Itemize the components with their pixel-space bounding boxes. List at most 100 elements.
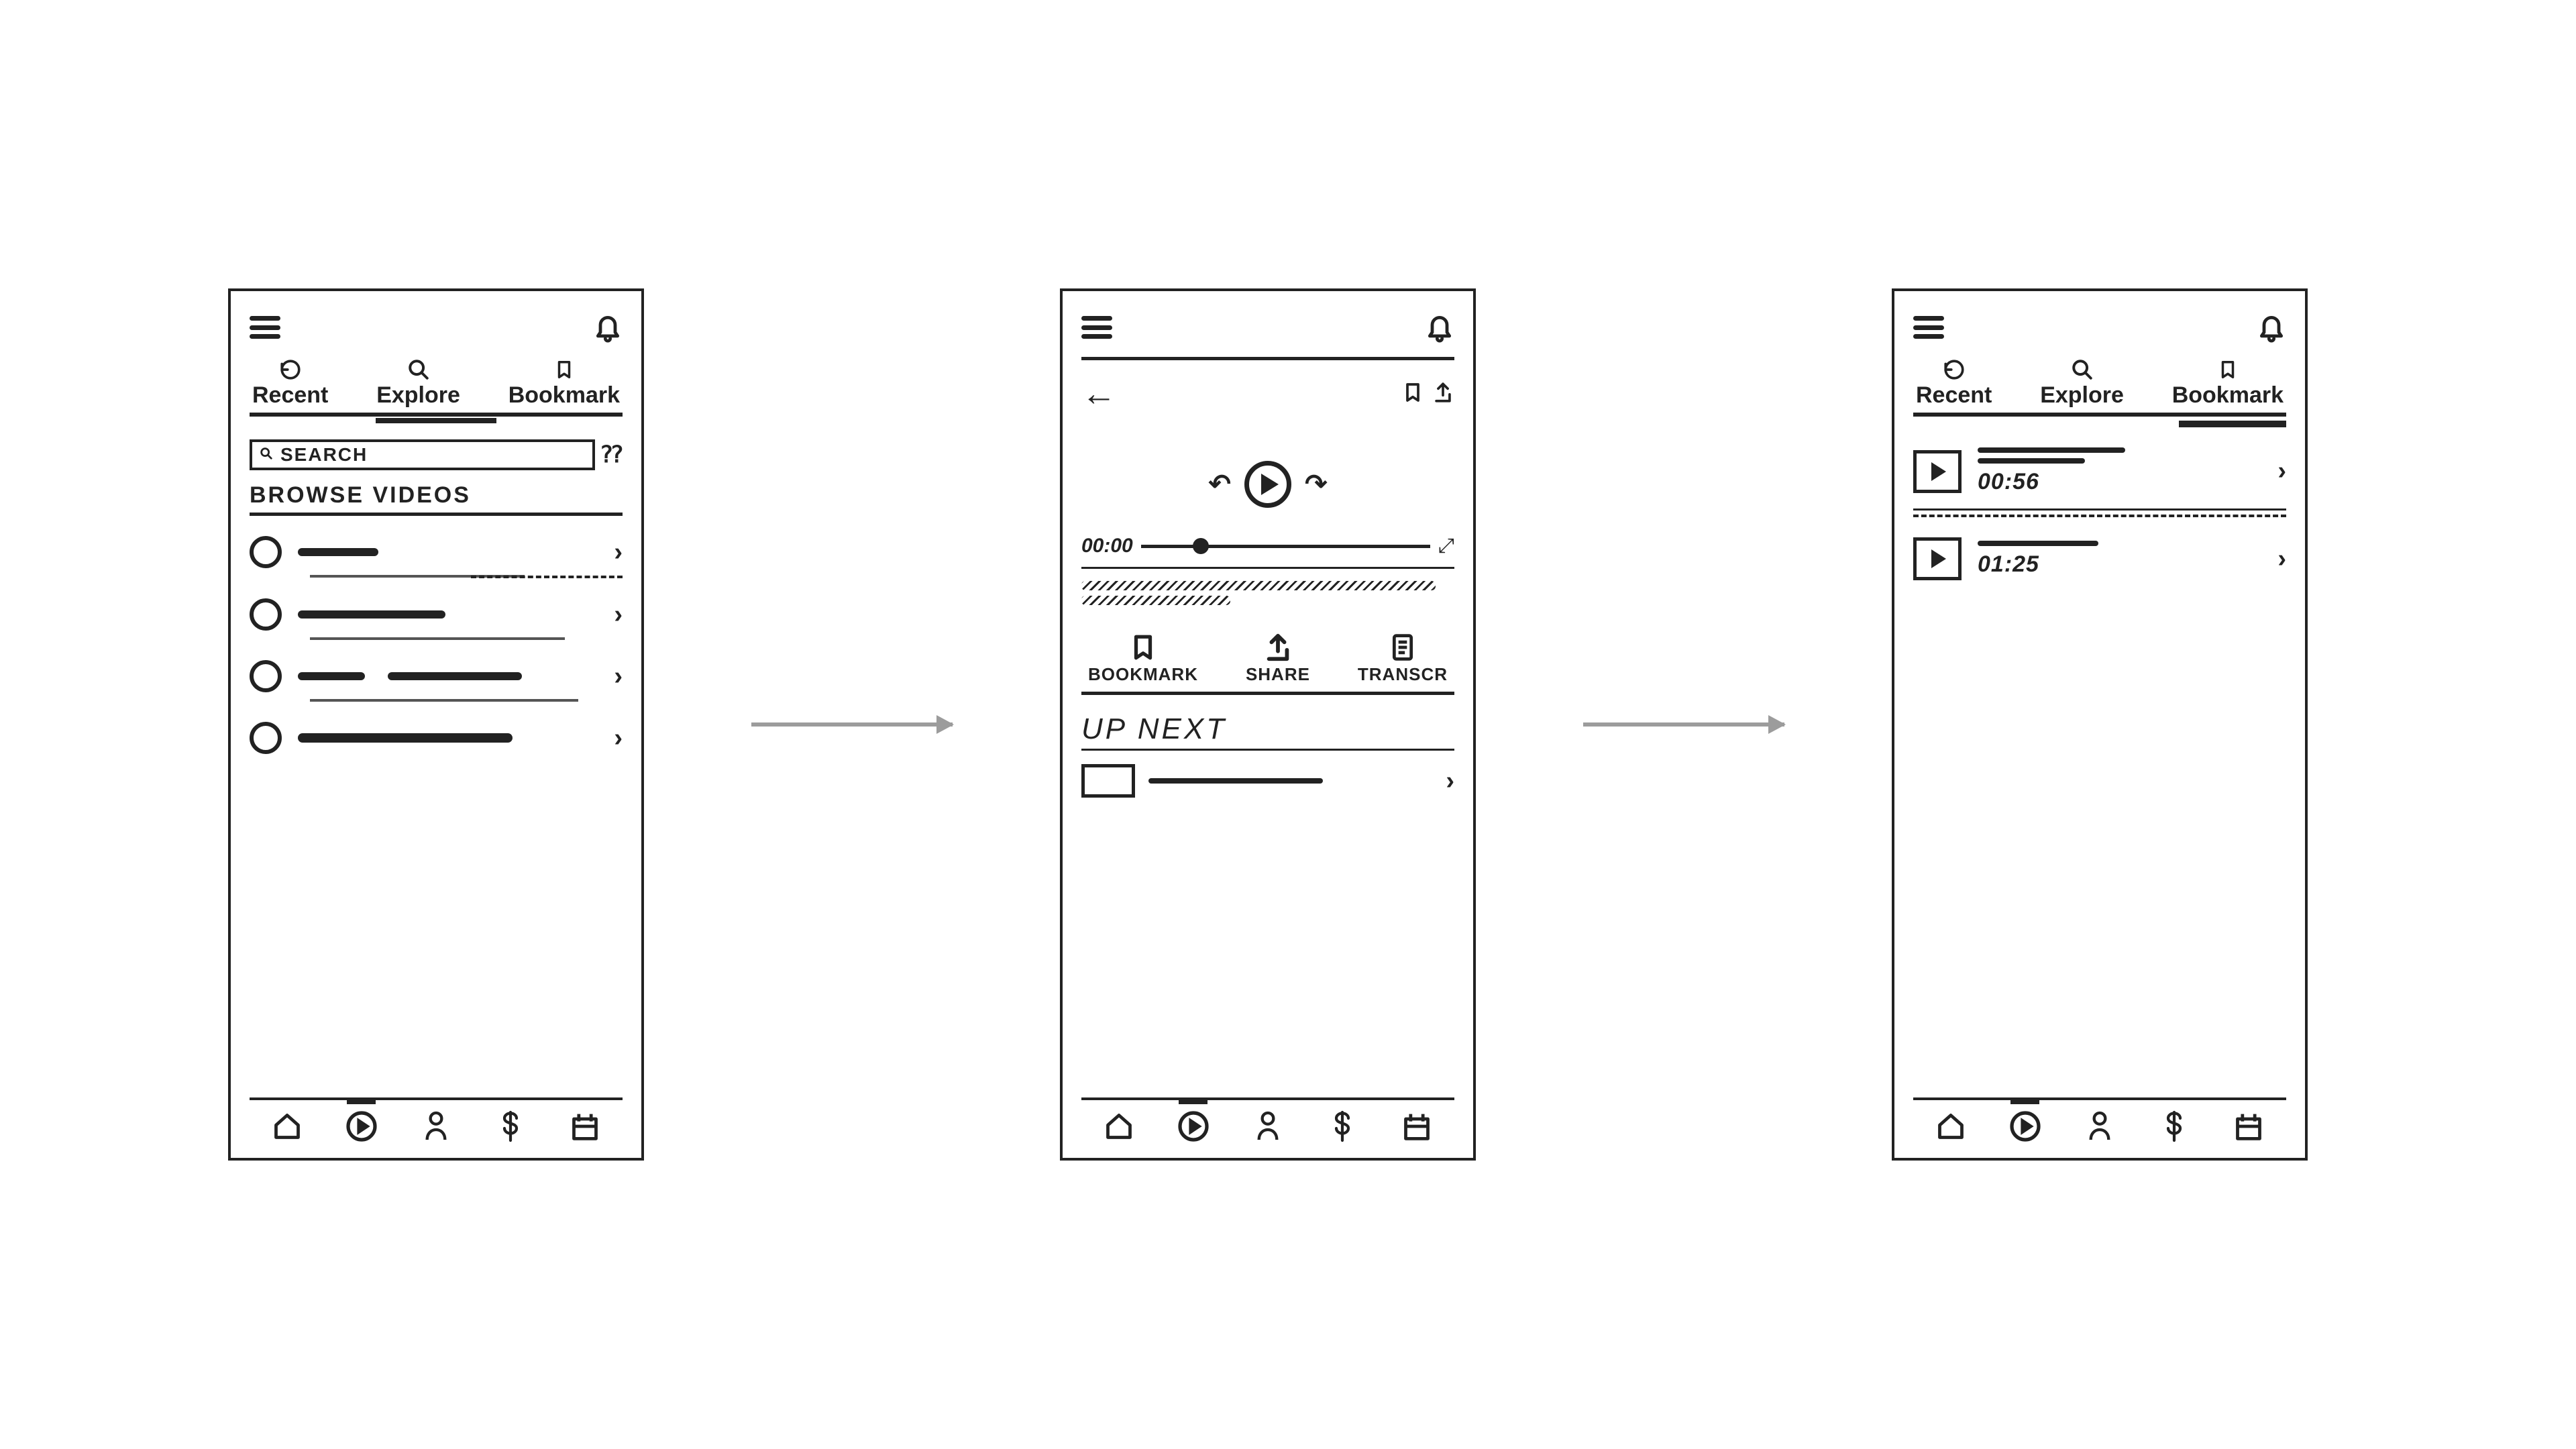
video-title-placeholder xyxy=(298,733,513,743)
search-icon xyxy=(407,358,430,381)
forward-icon[interactable]: ↷ xyxy=(1305,469,1328,500)
search-placeholder: SEARCH xyxy=(280,444,368,466)
search-icon xyxy=(2071,358,2094,381)
time-current: 00:00 xyxy=(1081,535,1133,557)
tab-active-indicator xyxy=(2179,421,2286,427)
video-title-placeholder xyxy=(298,610,445,619)
nav-home-icon[interactable] xyxy=(1933,1108,1969,1144)
thumbnail-icon xyxy=(1081,764,1135,798)
search-input[interactable]: SEARCH xyxy=(250,439,595,470)
nav-home-icon[interactable] xyxy=(1101,1108,1137,1144)
chevron-right-icon: › xyxy=(614,600,623,629)
bell-icon[interactable] xyxy=(1425,311,1454,343)
divider xyxy=(1081,567,1454,569)
video-title-placeholder xyxy=(1978,541,2098,546)
chevron-right-icon: › xyxy=(614,662,623,691)
video-row[interactable]: › xyxy=(250,722,623,754)
video-row[interactable]: › xyxy=(250,536,623,568)
bookmark-time: 01:25 xyxy=(1978,551,2261,578)
topbar xyxy=(250,309,623,346)
wireframe-flow: Recent Explore Bookmark SE xyxy=(228,288,2348,1161)
action-row: BOOKMARK SHARE TRANSCR xyxy=(1081,631,1454,685)
search-row: SEARCH ⁇ xyxy=(250,439,623,470)
action-bookmark-label: BOOKMARK xyxy=(1088,664,1198,685)
history-icon xyxy=(1943,358,1966,381)
tabs-underline xyxy=(250,413,623,417)
nav-calendar-icon[interactable] xyxy=(1399,1108,1435,1144)
nav-play-icon[interactable] xyxy=(1175,1108,1212,1144)
play-button[interactable] xyxy=(1244,461,1291,508)
bookmark-icon xyxy=(2218,358,2238,381)
tab-recent[interactable]: Recent xyxy=(252,358,328,409)
filter-icon[interactable]: ⁇ xyxy=(602,441,623,468)
topbar xyxy=(1081,309,1454,346)
bottom-nav xyxy=(250,1097,623,1146)
progress-track[interactable] xyxy=(1141,545,1430,548)
search-field-icon xyxy=(259,444,274,466)
tab-explore-label: Explore xyxy=(2040,382,2124,409)
video-title-placeholder xyxy=(1978,458,2085,464)
tab-active-indicator xyxy=(376,418,496,423)
nav-profile-icon[interactable] xyxy=(1250,1108,1286,1144)
screen-player: ← ↶ ↷ 00:00 ⤢ xyxy=(1060,288,1476,1161)
nav-profile-icon[interactable] xyxy=(2082,1108,2118,1144)
chevron-right-icon: › xyxy=(2277,457,2286,486)
tab-explore-label: Explore xyxy=(376,382,460,409)
bookmark-mini-icon[interactable] xyxy=(1402,380,1424,408)
hamburger-icon[interactable] xyxy=(250,316,280,339)
back-arrow-icon[interactable]: ← xyxy=(1081,374,1116,414)
nav-calendar-icon[interactable] xyxy=(567,1108,603,1144)
screen-bookmarks: Recent Explore Bookmark 00:56 xyxy=(1892,288,2308,1161)
play-thumb-icon xyxy=(1913,537,1962,580)
history-icon xyxy=(279,358,302,381)
nav-play-icon[interactable] xyxy=(343,1108,380,1144)
divider-dashed xyxy=(471,576,623,578)
bookmark-row[interactable]: 00:56 › xyxy=(1913,447,2286,495)
action-transcript[interactable]: TRANSCR xyxy=(1358,631,1448,685)
nav-calendar-icon[interactable] xyxy=(2231,1108,2267,1144)
bookmark-icon xyxy=(554,358,574,381)
tab-bookmark[interactable]: Bookmark xyxy=(508,358,620,409)
hamburger-icon[interactable] xyxy=(1081,316,1112,339)
chevron-right-icon: › xyxy=(2277,545,2286,574)
video-title-placeholder xyxy=(1148,778,1323,784)
flow-arrow-icon xyxy=(1583,722,1784,727)
video-row[interactable]: › xyxy=(250,598,623,631)
tab-bookmark-label: Bookmark xyxy=(508,382,620,409)
nav-home-icon[interactable] xyxy=(269,1108,305,1144)
action-transcript-label: TRANSCR xyxy=(1358,664,1448,685)
bell-icon[interactable] xyxy=(593,311,623,343)
action-bookmark[interactable]: BOOKMARK xyxy=(1088,631,1198,685)
nav-profile-icon[interactable] xyxy=(418,1108,454,1144)
share-mini-icon[interactable] xyxy=(1432,380,1454,408)
tab-recent[interactable]: Recent xyxy=(1916,358,1992,409)
rewind-icon[interactable]: ↶ xyxy=(1208,469,1231,500)
bell-icon[interactable] xyxy=(2257,311,2286,343)
thumbnail-icon xyxy=(250,722,282,754)
nav-dollar-icon[interactable] xyxy=(492,1108,529,1144)
video-row[interactable]: › xyxy=(250,660,623,692)
progress-knob[interactable] xyxy=(1193,538,1209,554)
divider xyxy=(1081,357,1454,360)
bookmark-time: 00:56 xyxy=(1978,469,2261,495)
upnext-row[interactable]: › xyxy=(1081,764,1454,798)
action-share[interactable]: SHARE xyxy=(1246,631,1310,685)
tab-explore[interactable]: Explore xyxy=(2040,358,2124,409)
scrubber[interactable]: 00:00 ⤢ xyxy=(1081,535,1454,557)
tab-bookmark[interactable]: Bookmark xyxy=(2172,358,2284,409)
chevron-right-icon: › xyxy=(614,538,623,567)
chevron-right-icon: › xyxy=(1446,767,1454,796)
nav-dollar-icon[interactable] xyxy=(1324,1108,1360,1144)
bottom-nav xyxy=(1913,1097,2286,1146)
divider xyxy=(310,699,578,702)
hamburger-icon[interactable] xyxy=(1913,316,1944,339)
divider xyxy=(310,637,565,640)
bookmark-row[interactable]: 01:25 › xyxy=(1913,537,2286,580)
nav-dollar-icon[interactable] xyxy=(2156,1108,2192,1144)
nav-play-icon[interactable] xyxy=(2007,1108,2043,1144)
bottom-nav xyxy=(1081,1097,1454,1146)
tab-explore[interactable]: Explore xyxy=(376,358,460,409)
document-icon xyxy=(1390,631,1415,664)
expand-icon[interactable]: ⤢ xyxy=(1438,535,1454,557)
tabs-underline xyxy=(1913,413,2286,417)
